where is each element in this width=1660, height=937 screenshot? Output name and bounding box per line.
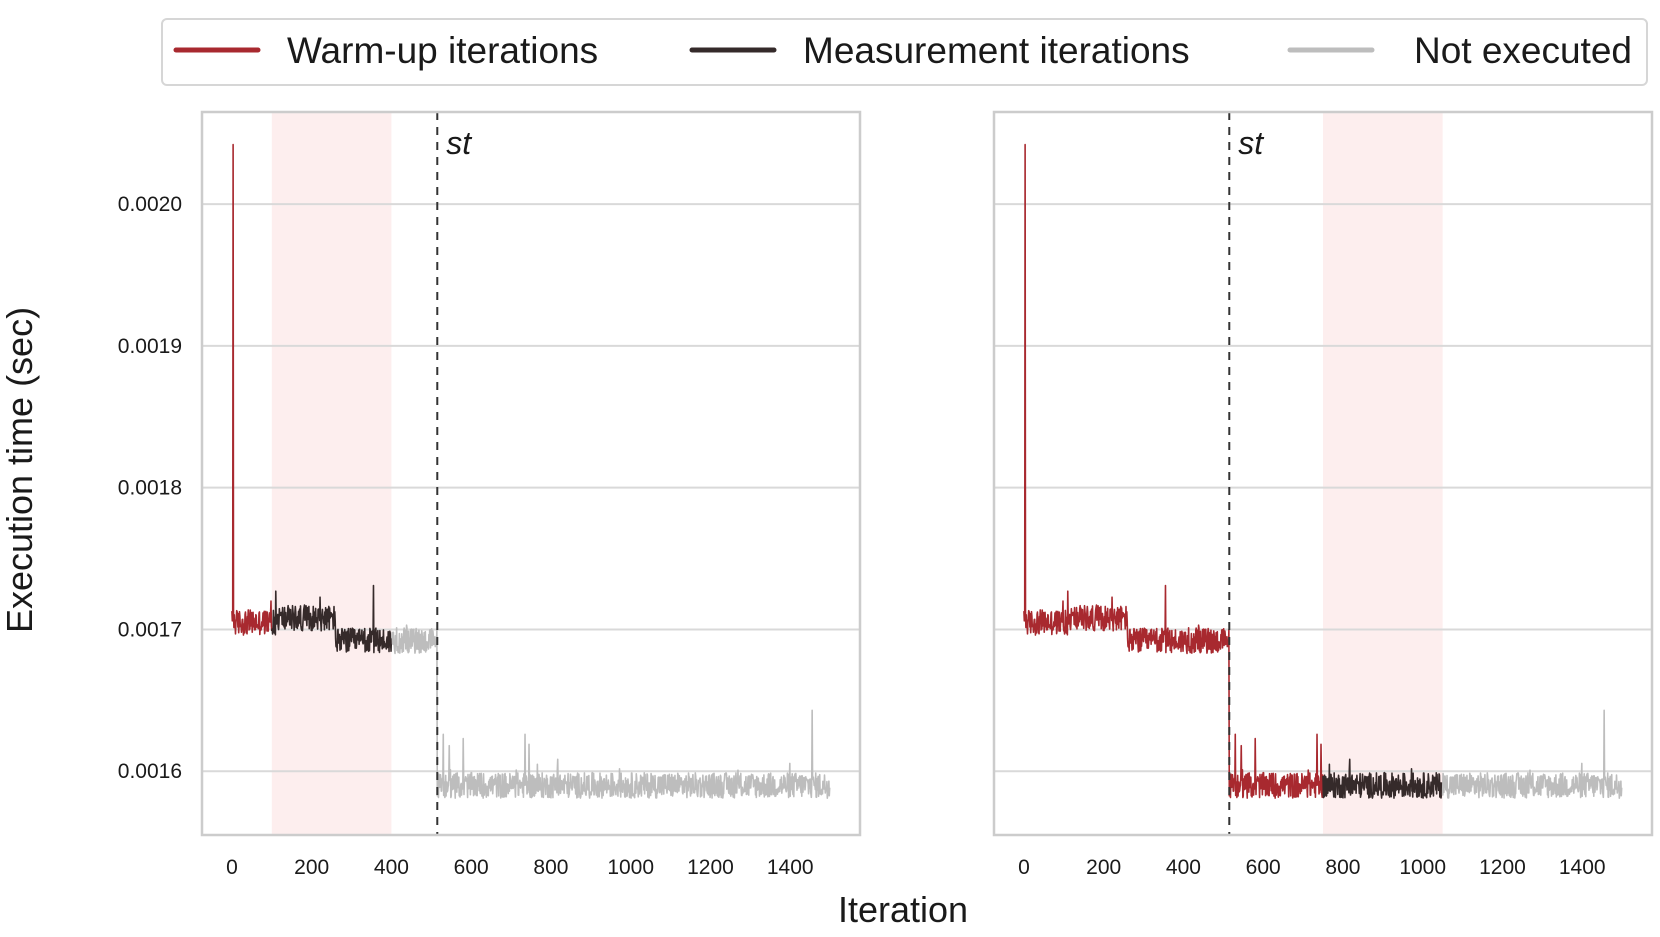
legend-frame: [161, 18, 1648, 86]
measurement-window-band: [1323, 112, 1443, 835]
x-tick-label: 1400: [1559, 856, 1606, 879]
measurement-window-right: [1323, 112, 1443, 835]
x-tick-label: 0: [226, 856, 238, 879]
legend: Warm-up iterations Measurement iteration…: [161, 18, 1648, 86]
y-axis-title: Execution time (sec): [0, 307, 40, 633]
series-right: [1023, 143, 1623, 799]
x-axis-right: 0 200 400 600 800 1000 1200 1400: [1018, 856, 1606, 879]
y-tick-label: 0.0020: [118, 193, 182, 216]
x-tick-label: 600: [1246, 856, 1281, 879]
axes-frame-left: [200, 110, 862, 837]
y-axis-left: 0.0016 0.0017 0.0018 0.0019 0.0020: [118, 193, 182, 783]
x-axis-title: Iteration: [838, 889, 968, 930]
chart-panel-right: st 0 200 400 600 800 1000 1200 1400: [992, 110, 1654, 879]
x-tick-label: 1000: [1399, 856, 1446, 879]
x-tick-label: 0: [1018, 856, 1030, 879]
y-tick-label: 0.0016: [118, 760, 182, 783]
x-tick-label: 800: [533, 856, 568, 879]
y-tick-label: 0.0017: [118, 618, 182, 641]
y-tick-label: 0.0018: [118, 477, 182, 500]
x-tick-label: 200: [1086, 856, 1121, 879]
x-tick-label: 1400: [767, 856, 814, 879]
x-tick-label: 600: [454, 856, 489, 879]
series-line-measurement-iterations: [271, 584, 393, 654]
series-line-not-executed: [1441, 709, 1623, 799]
series-line-warm-up-iterations: [231, 143, 273, 636]
x-tick-label: 200: [294, 856, 329, 879]
grid-left: [202, 203, 860, 773]
x-tick-label: 400: [374, 856, 409, 879]
steady-state-label-left: st: [446, 125, 472, 161]
series-line-measurement-iterations: [1322, 758, 1444, 799]
x-tick-label: 1000: [607, 856, 654, 879]
axes-frame-right: [992, 110, 1654, 837]
legend-label-measurement: Measurement iterations: [803, 30, 1190, 71]
x-tick-label: 800: [1325, 856, 1360, 879]
measurement-window-band: [271, 112, 392, 835]
series-left: [231, 143, 831, 799]
x-tick-label: 1200: [687, 856, 734, 879]
chart-panel-left: st 0.0016 0.0017 0.0018 0.0019 0.0020 0 …: [118, 110, 862, 879]
series-line-not-executed: [391, 624, 831, 799]
y-tick-label: 0.0019: [118, 335, 182, 358]
legend-label-not-executed: Not executed: [1414, 30, 1632, 71]
measurement-window-left: [271, 112, 392, 835]
x-tick-label: 1200: [1479, 856, 1526, 879]
series-line-warm-up-iterations: [1023, 143, 1324, 799]
steady-state-label-right: st: [1238, 125, 1264, 161]
x-axis-left: 0 200 400 600 800 1000 1200 1400: [226, 856, 814, 879]
x-tick-label: 400: [1166, 856, 1201, 879]
legend-label-warmup: Warm-up iterations: [287, 30, 598, 71]
